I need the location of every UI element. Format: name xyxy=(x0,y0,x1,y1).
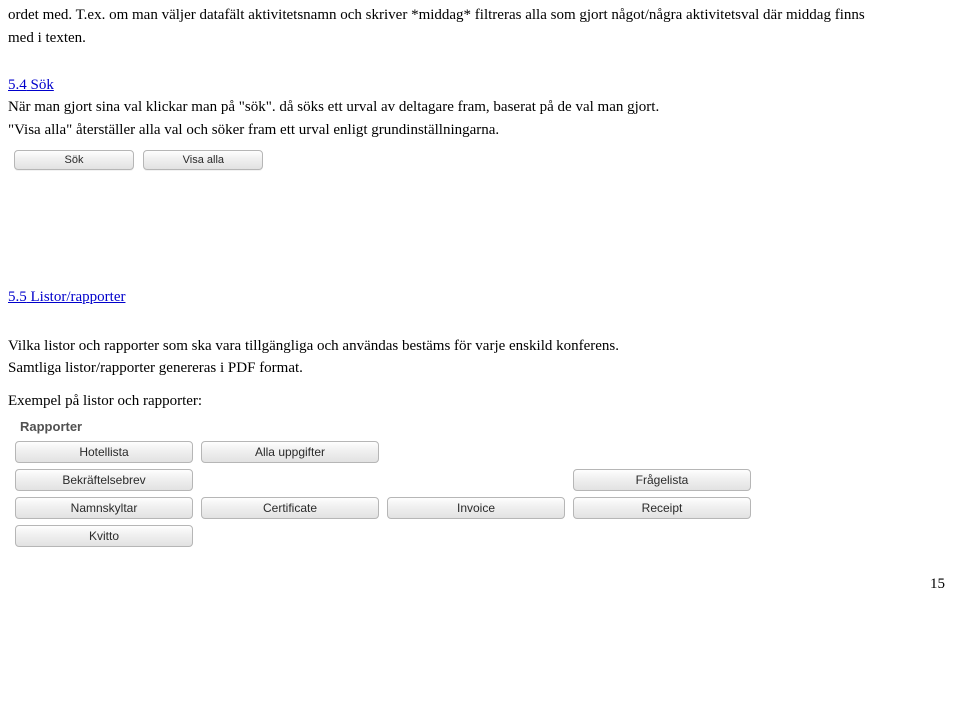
rapporter-heading: Rapporter xyxy=(20,419,951,434)
report-button[interactable]: Kvitto xyxy=(15,525,193,547)
sec55-p3: Exempel på listor och rapporter: xyxy=(8,392,951,411)
intro-line: med i texten. xyxy=(8,29,951,48)
visa-alla-button[interactable]: Visa alla xyxy=(143,150,263,170)
report-button[interactable]: Receipt xyxy=(573,497,751,519)
section-5-4-link[interactable]: 5.4 Sök xyxy=(8,77,54,93)
report-button[interactable]: Alla uppgifter xyxy=(201,441,379,463)
intro-line: ordet med. T.ex. om man väljer datafält … xyxy=(8,6,951,25)
report-button[interactable]: Certificate xyxy=(201,497,379,519)
intro-text-2: med i texten. xyxy=(8,30,86,46)
report-button[interactable]: Bekräftelsebrev xyxy=(15,469,193,491)
section-5-4-heading: 5.4 Sök xyxy=(8,76,951,95)
sec54-p1: När man gjort sina val klickar man på "s… xyxy=(8,98,951,117)
sec55-p2: Samtliga listor/rapporter genereras i PD… xyxy=(8,359,951,378)
page-number: 15 xyxy=(8,576,951,593)
report-button[interactable]: Frågelista xyxy=(573,469,751,491)
report-button[interactable]: Hotellista xyxy=(15,441,193,463)
intro-text-1: ordet med. T.ex. om man väljer datafält … xyxy=(8,7,865,23)
sok-button[interactable]: Sök xyxy=(14,150,134,170)
sec54-p2: "Visa alla" återställer alla val och sök… xyxy=(8,121,951,140)
report-button[interactable]: Invoice xyxy=(387,497,565,519)
rapporter-grid: Hotellista Alla uppgifter Bekräftelsebrev F… xyxy=(8,436,951,552)
section-5-5-link[interactable]: 5.5 Listor/rapporter xyxy=(8,289,125,305)
sec55-p1: Vilka listor och rapporter som ska vara … xyxy=(8,337,951,356)
search-ui-screenshot: Sök Visa alla xyxy=(14,150,951,170)
report-button[interactable]: Namnskyltar xyxy=(15,497,193,519)
section-5-5-heading: 5.5 Listor/rapporter xyxy=(8,288,951,307)
rapporter-screenshot: Rapporter Hotellista Alla uppgifter Bekräf… xyxy=(8,419,951,552)
